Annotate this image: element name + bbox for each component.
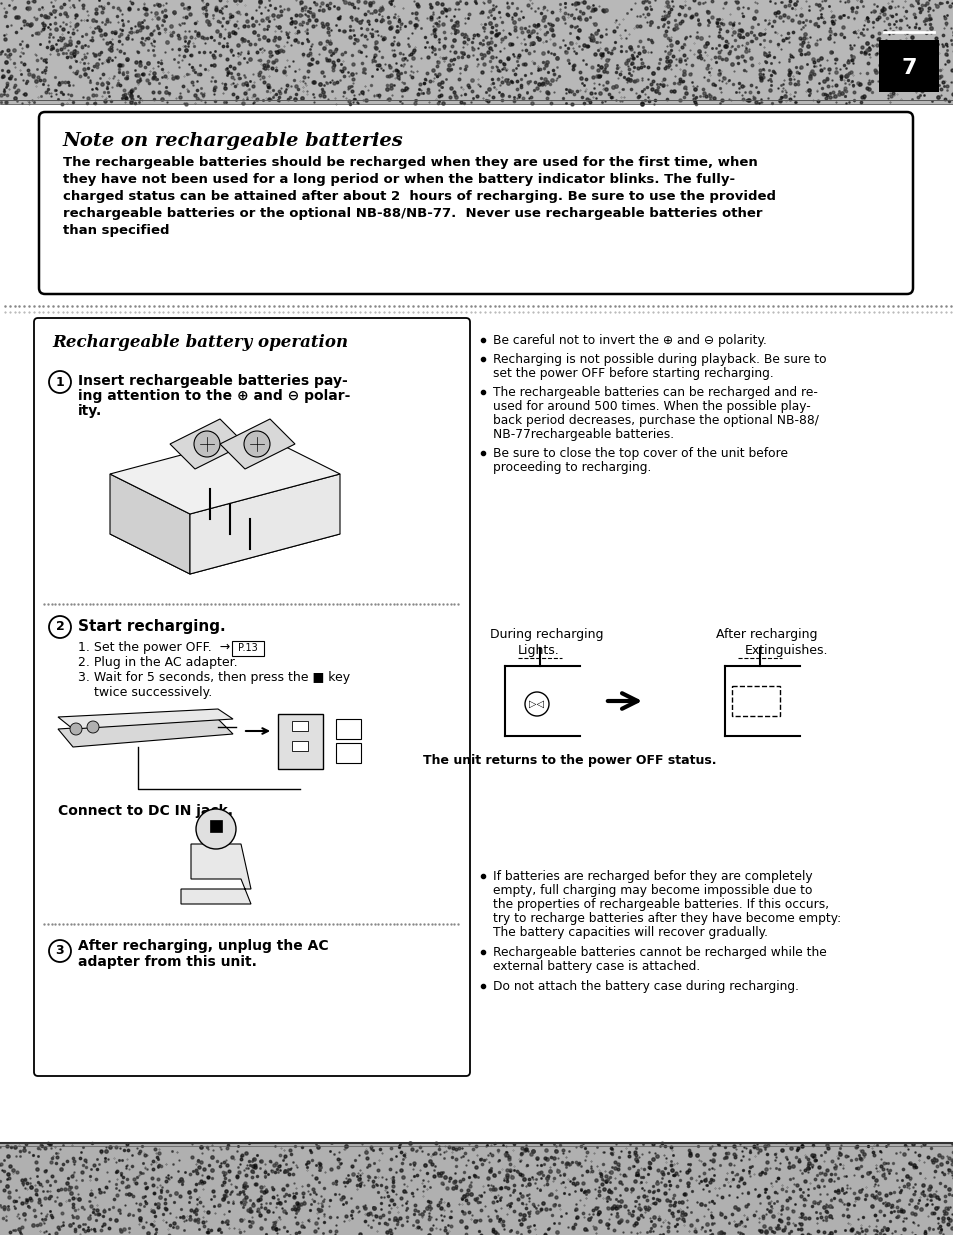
Text: the properties of rechargeable batteries. If this occurs,: the properties of rechargeable batteries… xyxy=(493,898,828,911)
Text: ▷◁: ▷◁ xyxy=(529,699,544,709)
Text: Lights.: Lights. xyxy=(517,643,559,657)
Bar xyxy=(0,0,953,104)
Polygon shape xyxy=(110,494,339,574)
Text: Extinguishes.: Extinguishes. xyxy=(744,643,827,657)
FancyBboxPatch shape xyxy=(39,112,912,294)
Text: try to recharge batteries after they have become empty:: try to recharge batteries after they hav… xyxy=(493,911,841,925)
Text: Note on rechargeable batteries: Note on rechargeable batteries xyxy=(63,132,403,149)
Text: Be sure to close the top cover of the unit before: Be sure to close the top cover of the un… xyxy=(493,447,787,459)
Text: Start recharging.: Start recharging. xyxy=(78,619,226,634)
Text: 1: 1 xyxy=(55,375,64,389)
Circle shape xyxy=(87,721,99,734)
Text: charged status can be attained after about 2  hours of recharging. Be sure to us: charged status can be attained after abo… xyxy=(63,190,775,203)
Polygon shape xyxy=(170,419,245,469)
Text: The unit returns to the power OFF status.: The unit returns to the power OFF status… xyxy=(423,755,716,767)
Bar xyxy=(731,685,780,716)
Text: used for around 500 times. When the possible play-: used for around 500 times. When the poss… xyxy=(493,400,810,412)
Bar xyxy=(335,719,360,739)
Text: 1. Set the power OFF.  →  P.13: 1. Set the power OFF. → P.13 xyxy=(78,641,263,655)
Text: After recharging: After recharging xyxy=(716,629,817,641)
Circle shape xyxy=(244,431,270,457)
Text: 3: 3 xyxy=(55,945,64,957)
Bar xyxy=(0,1144,953,1235)
Polygon shape xyxy=(110,474,190,574)
Circle shape xyxy=(193,431,220,457)
Text: 3. Wait for 5 seconds, then press the ■ key: 3. Wait for 5 seconds, then press the ■ … xyxy=(78,671,350,684)
Text: 7: 7 xyxy=(901,58,916,78)
Polygon shape xyxy=(110,433,339,514)
Text: Insert rechargeable batteries pay-: Insert rechargeable batteries pay- xyxy=(78,374,348,388)
Text: twice successively.: twice successively. xyxy=(78,685,212,699)
Text: The battery capacities will recover gradually.: The battery capacities will recover grad… xyxy=(493,926,767,939)
Bar xyxy=(335,743,360,763)
Text: proceeding to recharging.: proceeding to recharging. xyxy=(493,461,651,474)
Circle shape xyxy=(195,809,235,848)
FancyBboxPatch shape xyxy=(34,317,470,1076)
Polygon shape xyxy=(190,474,339,574)
Text: ing attention to the ⊕ and ⊖ polar-: ing attention to the ⊕ and ⊖ polar- xyxy=(78,389,350,403)
Circle shape xyxy=(49,616,71,638)
Circle shape xyxy=(49,370,71,393)
Bar xyxy=(292,721,308,731)
Bar xyxy=(292,741,308,751)
Circle shape xyxy=(524,692,548,716)
Polygon shape xyxy=(181,844,251,904)
Text: back period decreases, purchase the optional NB-88/: back period decreases, purchase the opti… xyxy=(493,414,818,427)
Text: Recharging is not possible during playback. Be sure to: Recharging is not possible during playba… xyxy=(493,353,825,366)
Text: After recharging, unplug the AC: After recharging, unplug the AC xyxy=(78,939,328,953)
Text: Be careful not to invert the ⊕ and ⊖ polarity.: Be careful not to invert the ⊕ and ⊖ pol… xyxy=(493,333,766,347)
Text: Do not attach the battery case during recharging.: Do not attach the battery case during re… xyxy=(493,981,799,993)
Text: than specified: than specified xyxy=(63,224,170,237)
Text: they have not been used for a long period or when the battery indicator blinks. : they have not been used for a long perio… xyxy=(63,173,735,186)
Text: set the power OFF before starting recharging.: set the power OFF before starting rechar… xyxy=(493,367,773,380)
Text: The rechargeable batteries should be recharged when they are used for the first : The rechargeable batteries should be rec… xyxy=(63,156,757,169)
Polygon shape xyxy=(220,419,294,469)
Text: P.13: P.13 xyxy=(238,643,257,653)
Text: During recharging: During recharging xyxy=(490,629,603,641)
Text: Rechargeable batteries cannot be recharged while the: Rechargeable batteries cannot be recharg… xyxy=(493,946,826,960)
Bar xyxy=(878,40,938,91)
Bar xyxy=(210,820,222,832)
Polygon shape xyxy=(58,709,233,729)
Text: Rechargeable battery operation: Rechargeable battery operation xyxy=(52,333,348,351)
Text: rechargeable batteries or the optional NB-88/NB-77.  Never use rechargeable batt: rechargeable batteries or the optional N… xyxy=(63,207,761,220)
Text: ity.: ity. xyxy=(78,404,102,417)
Text: NB-77rechargeable batteries.: NB-77rechargeable batteries. xyxy=(493,429,674,441)
FancyBboxPatch shape xyxy=(232,641,264,656)
Bar xyxy=(277,714,323,769)
Text: The rechargeable batteries can be recharged and re-: The rechargeable batteries can be rechar… xyxy=(493,387,817,399)
Text: If batteries are recharged befor they are completely: If batteries are recharged befor they ar… xyxy=(493,869,812,883)
Text: external battery case is attached.: external battery case is attached. xyxy=(493,960,700,973)
Text: empty, full charging may become impossible due to: empty, full charging may become impossib… xyxy=(493,884,812,897)
Polygon shape xyxy=(58,719,233,747)
Text: 2. Plug in the AC adapter.: 2. Plug in the AC adapter. xyxy=(78,656,237,669)
Text: Connect to DC IN jack.: Connect to DC IN jack. xyxy=(58,804,233,818)
Text: 2: 2 xyxy=(55,620,64,634)
Text: adapter from this unit.: adapter from this unit. xyxy=(78,955,256,969)
Circle shape xyxy=(70,722,82,735)
Circle shape xyxy=(49,940,71,962)
